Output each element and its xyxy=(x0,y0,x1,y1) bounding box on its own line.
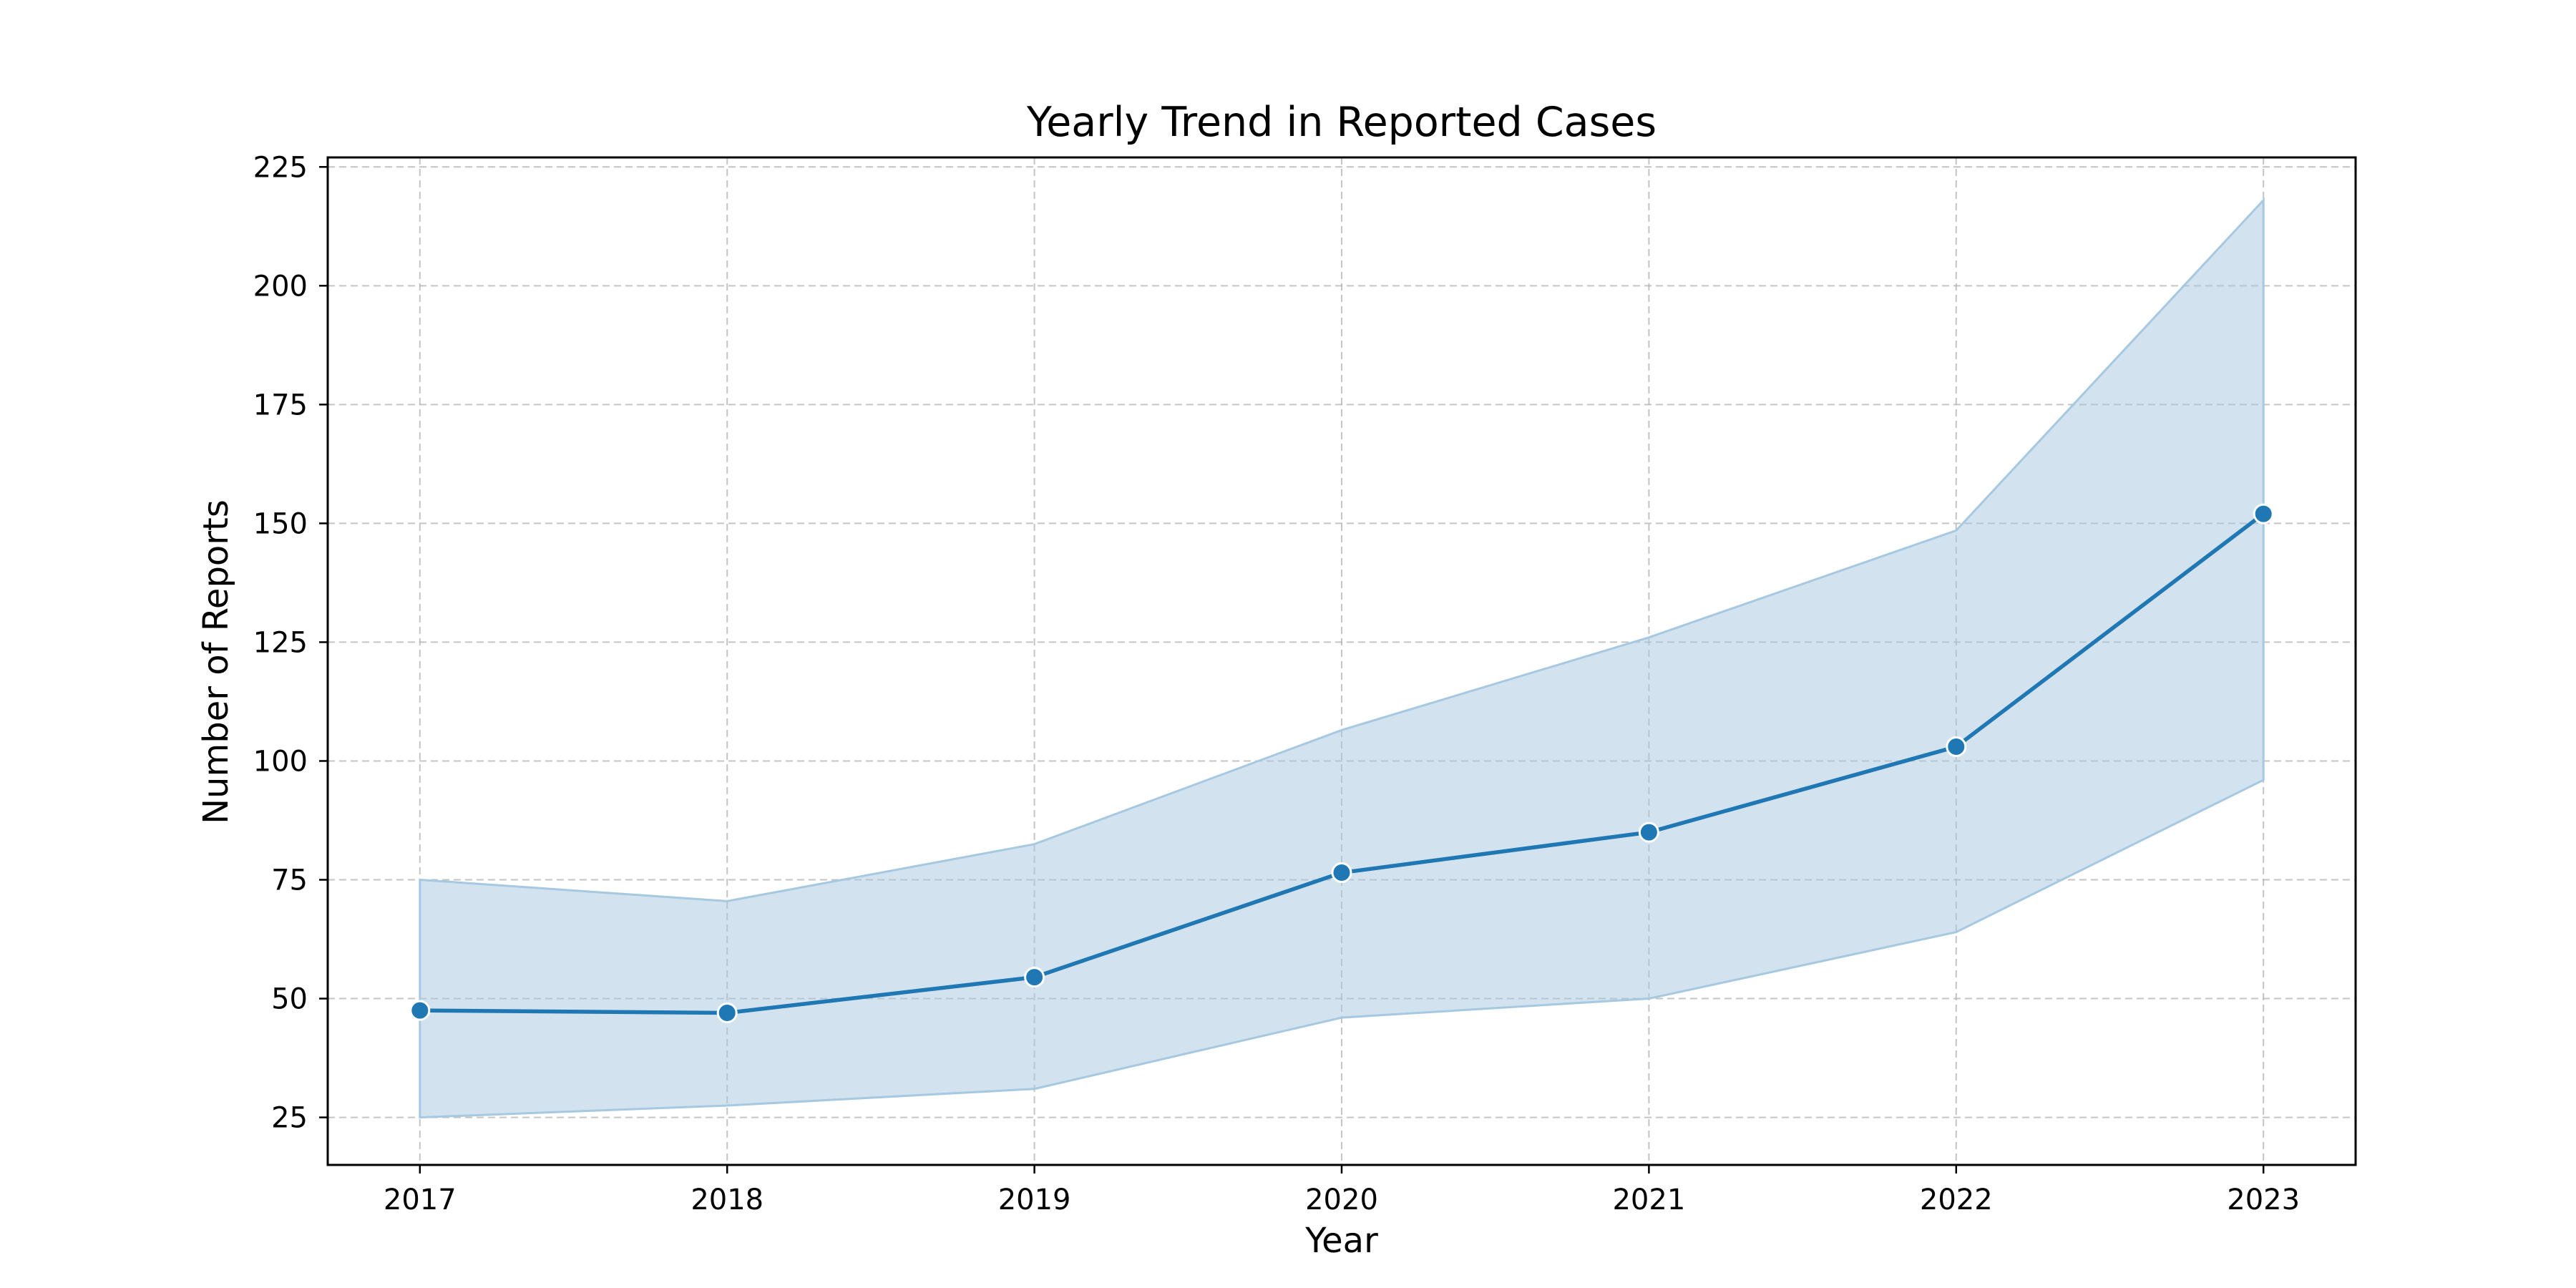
data-point-2022 xyxy=(1946,736,1967,758)
x-tick-label-2023: 2023 xyxy=(2227,1184,2300,1216)
y-axis-label: Number of Reports xyxy=(196,499,236,824)
y-tick-label-200: 200 xyxy=(253,270,308,303)
confidence-band xyxy=(419,197,2265,1119)
y-tick-label-25: 25 xyxy=(271,1102,308,1135)
y-tick-label-125: 125 xyxy=(253,626,308,659)
data-point-2019 xyxy=(1024,967,1045,988)
y-tick-label-225: 225 xyxy=(253,151,308,184)
data-point-2017 xyxy=(409,1000,431,1021)
data-point-2023 xyxy=(2253,503,2274,525)
x-tick-label-2021: 2021 xyxy=(1612,1184,1685,1216)
x-tick-label-2018: 2018 xyxy=(691,1184,763,1216)
data-point-2020 xyxy=(1331,862,1352,884)
data-point-2018 xyxy=(716,1002,738,1023)
x-tick-label-2022: 2022 xyxy=(1920,1184,1993,1216)
y-tick-label-100: 100 xyxy=(253,745,308,778)
series-points xyxy=(409,503,2274,1023)
x-axis-label: Year xyxy=(1304,1221,1378,1261)
y-axis-ticks: 25 50 75 100 125 150 175 200 225 xyxy=(253,151,328,1135)
data-point-2021 xyxy=(1638,821,1659,843)
confidence-band-area xyxy=(419,197,2265,1119)
y-tick-label-175: 175 xyxy=(253,389,308,421)
x-axis-ticks: 2017 2018 2019 2020 2021 2022 2023 xyxy=(384,1165,2300,1216)
y-tick-label-150: 150 xyxy=(253,507,308,540)
x-tick-label-2020: 2020 xyxy=(1305,1184,1378,1216)
x-tick-label-2017: 2017 xyxy=(384,1184,457,1216)
x-tick-label-2019: 2019 xyxy=(998,1184,1071,1216)
y-tick-label-75: 75 xyxy=(271,864,308,897)
y-tick-label-50: 50 xyxy=(271,983,308,1016)
chart-title: Yearly Trend in Reported Cases xyxy=(1026,99,1657,146)
